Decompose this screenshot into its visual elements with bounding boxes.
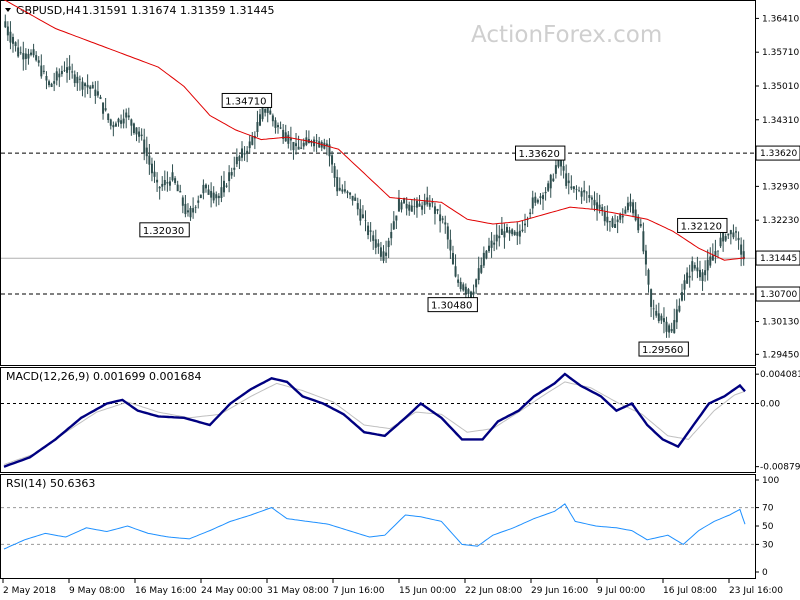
- price-level-box-label: 1.33620: [760, 149, 797, 159]
- annotation-box: [514, 145, 566, 161]
- time-tick-label: 16 May 16:00: [135, 586, 197, 596]
- price-level-box-label: 1.30700: [760, 290, 797, 300]
- rsi-axis: 100 70 50 30 0: [755, 476, 779, 578]
- annotation-box: [427, 297, 478, 313]
- price-annotations: 1.34710 1.32030 1.33620 1.30480 1.32120 1.295…: [139, 92, 728, 357]
- time-tick-label: 16 Jul 08:00: [663, 586, 717, 596]
- macd-line: [3, 372, 746, 468]
- annotation-box: [677, 217, 728, 233]
- time-tick-label: 9 Jul 00:00: [597, 586, 646, 596]
- annotation-label: 1.32030: [143, 226, 184, 237]
- watermark: ActionForex.com: [471, 22, 662, 48]
- price-level-box-label: 1.31445: [760, 254, 797, 264]
- rsi-tick-label: 50: [762, 522, 774, 532]
- price-tick-label: 1.30130: [762, 318, 799, 328]
- time-tick-label: 15 Jun 00:00: [399, 586, 456, 596]
- price-tick-label: 1.32930: [762, 182, 799, 192]
- time-tick-label: 24 May 00:00: [201, 586, 263, 596]
- time-tick-label: 31 May 08:00: [267, 586, 329, 596]
- macd-title: MACD(12,26,9) 0.001699 0.001684: [6, 370, 202, 383]
- annotation-label: 1.33620: [518, 149, 559, 160]
- header: GBPUSD,H4 1.31591 1.31674 1.31359 1.3144…: [5, 4, 274, 17]
- time-tick-label: 22 Jun 08:00: [465, 586, 522, 596]
- annotation-box: [139, 222, 190, 238]
- annotation-label: 1.30480: [431, 301, 472, 312]
- time-axis: 2 May 2018 9 May 08:00 16 May 16:00 24 May …: [2, 579, 783, 596]
- time-tick-label: 9 May 08:00: [69, 586, 125, 596]
- price-level-lines: [1, 152, 755, 295]
- time-tick-label: 2 May 2018: [3, 586, 56, 596]
- macd-signal-line: [3, 381, 746, 465]
- rsi-title: RSI(14) 50.6363: [6, 477, 95, 490]
- annotation-label: 1.29560: [642, 345, 683, 356]
- macd-tick-label: 0.004081: [760, 370, 800, 380]
- time-tick-label: 29 Jun 16:00: [531, 586, 588, 596]
- rsi-tick-label: 70: [762, 504, 774, 514]
- price-tick-label: 1.34310: [762, 116, 799, 126]
- time-tick-label: 7 Jun 16:00: [333, 586, 385, 596]
- rsi-tick-label: 0: [762, 568, 768, 578]
- ohlc-values: 1.31591 1.31674 1.31359 1.31445: [82, 4, 274, 17]
- price-level-box: [755, 286, 800, 302]
- price-panel-frame: [0, 0, 756, 366]
- macd-axis: 0.004081 0.00 -0.008794: [755, 370, 800, 473]
- moving-average-line: [3, 0, 746, 261]
- time-tick-label: 23 Jul 16:00: [729, 586, 783, 596]
- price-tick-label: 1.32230: [762, 216, 799, 226]
- macd-tick-label: -0.008794: [760, 463, 800, 473]
- rsi-line: [3, 503, 746, 550]
- annotation-label: 1.34710: [225, 96, 266, 107]
- candlesticks: [4, 14, 745, 338]
- dropdown-triangle-icon[interactable]: [5, 8, 11, 12]
- price-level-box: [755, 145, 800, 161]
- macd-tick-label: 0.00: [760, 399, 780, 409]
- price-tick-label: 1.35010: [762, 82, 799, 92]
- rsi-tick-label: 100: [762, 476, 779, 486]
- price-tick-label: 1.29450: [762, 350, 799, 360]
- annotation-box: [638, 341, 689, 357]
- rsi-panel-frame: [0, 474, 756, 579]
- rsi-tick-label: 30: [762, 540, 774, 550]
- price-level-box: [755, 250, 800, 266]
- annotation-box: [221, 92, 273, 108]
- price-level-boxes: 1.33620 1.31445 1.30700: [755, 145, 800, 302]
- chart-title: GBPUSD,H4: [16, 4, 81, 17]
- annotation-label: 1.32120: [681, 221, 722, 232]
- price-tick-label: 1.36410: [762, 14, 799, 24]
- macd-panel-frame: [0, 367, 756, 473]
- price-axis: 1.36410 1.35710 1.35010 1.34310 1.32930 1.322…: [755, 14, 799, 360]
- price-tick-label: 1.35710: [762, 48, 799, 58]
